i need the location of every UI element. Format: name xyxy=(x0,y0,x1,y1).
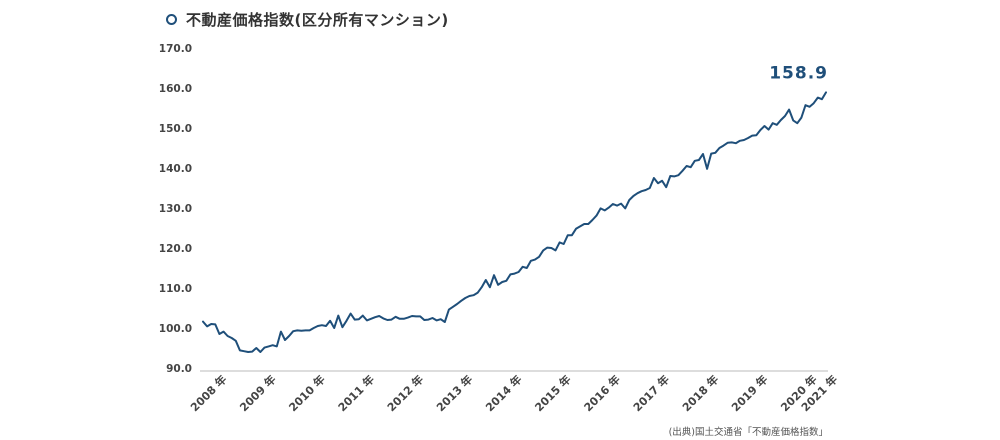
y-tick-label: 120.0 xyxy=(159,243,192,255)
x-tick-label: 2016 年 xyxy=(581,372,623,414)
x-tick-label: 2018 年 xyxy=(679,372,721,414)
x-tick-label: 2019 年 xyxy=(728,372,770,414)
chart-title: 不動産価格指数(区分所有マンション) xyxy=(186,11,449,29)
circle-bullet-icon xyxy=(166,14,177,25)
x-tick-label: 2011 年 xyxy=(335,372,377,414)
x-tick-label: 2012 年 xyxy=(384,372,426,414)
y-tick-label: 150.0 xyxy=(159,123,192,135)
y-tick-label: 160.0 xyxy=(159,83,192,95)
chart-title-block: 不動産価格指数(区分所有マンション) xyxy=(166,9,449,30)
x-tick-label: 2010 年 xyxy=(286,372,328,414)
series-line xyxy=(202,91,827,353)
x-tick-label: 2014 年 xyxy=(482,372,524,414)
y-tick-label: 90.0 xyxy=(166,363,192,375)
y-axis-ticks: 90.0 100.0 110.0 120.0 130.0 140.0 150.0 160.0 1… xyxy=(159,43,192,375)
y-tick-label: 170.0 xyxy=(159,43,192,55)
x-tick-label: 2008 年 xyxy=(187,372,229,414)
x-tick-label: 2009 年 xyxy=(237,372,279,414)
y-tick-label: 110.0 xyxy=(159,283,192,295)
x-tick-label: 2015 年 xyxy=(532,372,574,414)
y-tick-label: 140.0 xyxy=(159,163,192,175)
x-axis-ticks: 2008 年 2009 年 2010 年 2011 年 2012 年 2013 年 2014… xyxy=(187,372,840,414)
x-tick-label: 2013 年 xyxy=(433,372,475,414)
end-value-label: 158.9 xyxy=(769,63,828,83)
x-tick-label: 2017 年 xyxy=(630,372,672,414)
y-tick-label: 130.0 xyxy=(159,203,192,215)
source-note: (出典)国土交通省「不動産価格指数」 xyxy=(668,427,828,438)
y-tick-label: 100.0 xyxy=(159,323,192,335)
